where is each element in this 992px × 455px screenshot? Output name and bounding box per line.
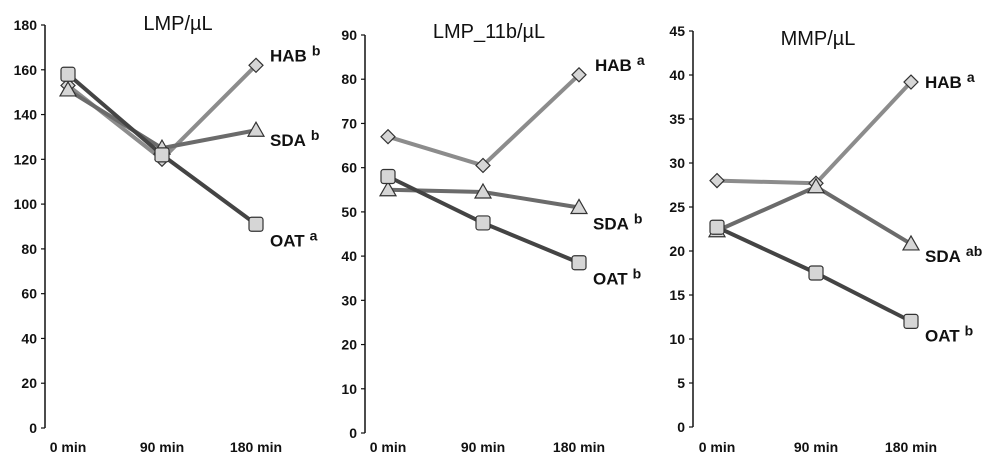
x-tick-label: 0 min	[699, 439, 736, 455]
chart-title: LMP/µL	[143, 13, 212, 35]
y-tick-label: 100	[14, 196, 38, 212]
series-significance-letter: a	[637, 52, 645, 68]
x-tick-label: 0 min	[50, 439, 87, 455]
chart-panel-3: MMP/µL 0 5 10 15 20 25 30 35 40 45 0 min 90 min 180 m…	[669, 23, 982, 455]
x-tick-label: 90 min	[794, 439, 838, 455]
y-tick-label: 20	[21, 375, 37, 391]
y-tick-label: 80	[21, 241, 37, 257]
data-point-oat	[709, 219, 725, 235]
data-point-hab	[571, 66, 587, 83]
data-point-oat	[154, 147, 170, 163]
y-tick-label: 10	[669, 331, 685, 347]
chart-title: MMP/µL	[781, 28, 856, 50]
y-tick-label: 30	[341, 292, 357, 308]
data-point-sda	[806, 177, 826, 194]
series-line-hab	[716, 80, 913, 186]
data-point-oat	[380, 168, 396, 185]
series-label-oat: OAT a	[270, 227, 318, 250]
y-tick-label: 0	[677, 419, 685, 435]
x-tick-label: 0 min	[370, 439, 407, 455]
y-tick-label: 0	[349, 425, 357, 441]
data-point-oat	[475, 215, 491, 231]
data-point-sda	[569, 198, 589, 215]
data-point-oat	[60, 66, 76, 82]
series-label-sda: SDA b	[593, 210, 642, 233]
series-label-sda: SDA b	[270, 127, 319, 150]
data-point-oat	[248, 216, 264, 232]
y-tick-label: 5	[677, 375, 685, 391]
chart-title: LMP_11b/µL	[433, 21, 545, 43]
x-tick-label: 90 min	[140, 439, 184, 455]
x-tick-label: 90 min	[461, 439, 505, 455]
y-tick-label: 160	[14, 62, 38, 78]
data-point-hab	[709, 172, 725, 189]
data-point-oat	[571, 255, 587, 271]
series-significance-letter: b	[965, 322, 974, 338]
y-tick-label: 60	[341, 160, 357, 176]
series-significance-letter: ab	[966, 243, 982, 259]
y-tick-label: 90	[341, 27, 357, 43]
data-point-oat	[903, 313, 919, 329]
chart-panel-2: LMP_11b/µL 0 10 20 30 40 50 60 70 80 90 0 min 90 min…	[341, 21, 644, 455]
y-tick-label: 10	[341, 381, 357, 397]
series-label-oat: OAT b	[925, 322, 973, 345]
chart-panel-1: LMP/µL 0 20 40 60 80 100 120 140 160 180 0 min 90 mi…	[14, 13, 321, 455]
y-tick-label: 40	[21, 330, 37, 346]
series-label-hab: HAB b	[270, 42, 320, 65]
x-tick-label: 180 min	[230, 439, 282, 455]
x-tick-label: 180 min	[553, 439, 605, 455]
y-tick-label: 140	[14, 107, 38, 123]
y-tick-label: 40	[341, 248, 357, 264]
y-tick-label: 20	[669, 243, 685, 259]
series-significance-letter: b	[311, 127, 320, 143]
y-tick-label: 50	[341, 204, 357, 220]
series-label-sda: SDA ab	[925, 243, 982, 266]
y-tick-label: 0	[29, 420, 37, 436]
y-tick-label: 70	[341, 115, 357, 131]
data-point-hab	[475, 157, 491, 174]
series-label-hab: HAB a	[925, 69, 975, 92]
y-tick-label: 45	[669, 23, 685, 39]
y-tick-label: 20	[341, 337, 357, 353]
data-point-sda	[901, 234, 921, 251]
series-significance-letter: b	[312, 42, 321, 58]
y-tick-label: 30	[669, 155, 685, 171]
data-point-sda	[246, 121, 266, 137]
y-tick-label: 180	[14, 17, 38, 33]
data-point-sda	[58, 80, 78, 97]
data-point-hab	[380, 128, 396, 145]
data-point-oat	[808, 265, 824, 281]
y-tick-label: 60	[21, 286, 37, 302]
data-point-hab	[903, 74, 919, 90]
series-label-oat: OAT b	[593, 266, 641, 289]
series-significance-letter: a	[967, 69, 975, 85]
data-point-sda	[378, 180, 398, 197]
series-line-sda	[716, 184, 913, 246]
data-point-hab	[248, 57, 264, 74]
y-tick-label: 35	[669, 111, 685, 127]
x-tick-label: 180 min	[885, 439, 937, 455]
series-line-hab	[387, 73, 581, 168]
y-tick-label: 25	[669, 199, 685, 215]
series-label-hab: HAB a	[595, 52, 645, 75]
y-tick-label: 120	[14, 151, 38, 167]
series-significance-letter: a	[310, 227, 318, 243]
data-point-sda	[473, 182, 493, 199]
y-tick-label: 80	[341, 71, 357, 87]
y-tick-label: 40	[669, 67, 685, 83]
series-significance-letter: b	[633, 266, 642, 282]
y-tick-label: 15	[669, 287, 685, 303]
series-significance-letter: b	[634, 210, 643, 226]
